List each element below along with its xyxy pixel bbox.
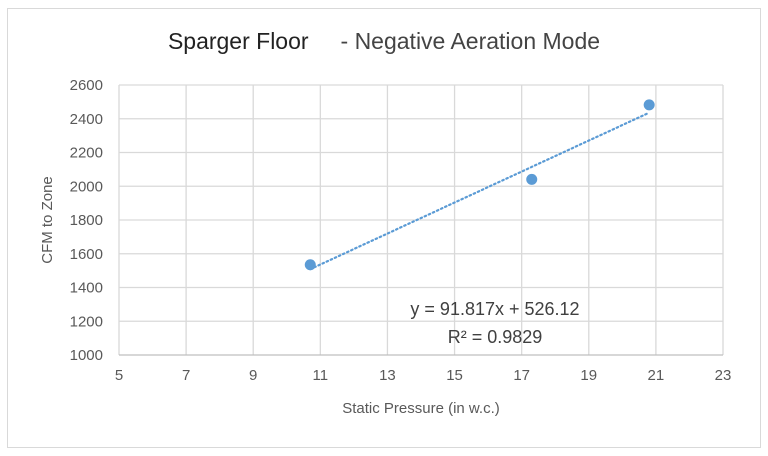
- x-tick-label: 15: [446, 367, 463, 384]
- y-tick-label: 1400: [70, 280, 103, 297]
- x-tick-label: 21: [648, 367, 665, 384]
- x-tick-label: 7: [182, 367, 190, 384]
- y-tick-label: 2600: [70, 77, 103, 94]
- y-tick-label: 1200: [70, 313, 103, 330]
- x-tick-label: 11: [313, 367, 329, 384]
- y-tick-label: 2400: [70, 111, 103, 128]
- x-axis-label: Static Pressure (in w.c.): [342, 400, 500, 417]
- x-tick-label: 9: [249, 367, 257, 384]
- y-axis-label: CFM to Zone: [39, 176, 56, 264]
- r-squared-label: R² = 0.9829: [448, 327, 543, 347]
- trendline: [309, 111, 651, 271]
- title-subtitle: - Negative Aeration Mode: [340, 28, 601, 54]
- data-point: [643, 99, 655, 111]
- x-tick-label: 13: [379, 367, 396, 384]
- x-tick-label: 19: [580, 367, 597, 384]
- data-point: [304, 259, 316, 271]
- y-tick-label: 1800: [70, 212, 103, 229]
- chart-frame: [7, 8, 761, 448]
- x-tick-label: 17: [513, 367, 530, 384]
- y-tick-label: 1000: [70, 347, 103, 364]
- trendline-equation: y = 91.817x + 526.12: [410, 299, 579, 319]
- title-main: Sparger Floor: [167, 28, 309, 54]
- y-tick-label: 2200: [70, 145, 103, 162]
- y-tick-label: 2000: [70, 178, 103, 195]
- y-tick-label: 1600: [70, 246, 103, 263]
- data-point: [526, 173, 538, 185]
- chart-title: Sparger Floor - Negative Aeration Mode: [0, 28, 768, 55]
- x-tick-label: 23: [715, 367, 732, 384]
- x-tick-label: 5: [115, 367, 123, 384]
